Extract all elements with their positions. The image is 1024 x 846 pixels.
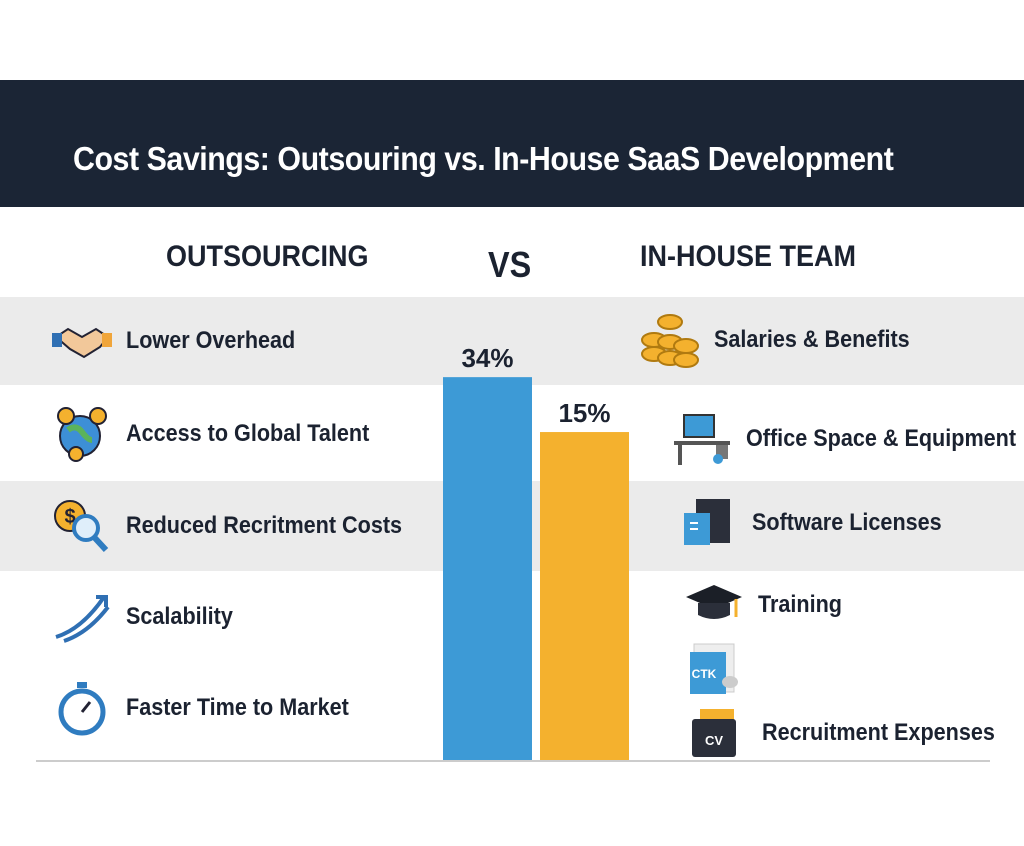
bar-data-label: 34% (461, 343, 513, 373)
item-label: Office Space & Equipment (746, 425, 1017, 452)
page-title: Cost Savings: Outsouring vs. In-House Sa… (73, 140, 894, 177)
item-label: Recruitment Expenses (762, 719, 995, 746)
stopwatch-icon (52, 680, 112, 736)
coin-stacks-icon (640, 312, 700, 368)
item-label: Software Licenses (752, 509, 942, 536)
baseline (36, 760, 990, 762)
cv-document-icon: CTK (686, 642, 746, 698)
outsourcing-item: $ Reduced Recritment Costs (52, 498, 433, 554)
outsourcing-item: Access to Global Talent (52, 406, 396, 462)
inhouse-heading: IN-HOUSE TEAM (640, 240, 856, 273)
item-label: Reduced Recritment Costs (126, 512, 403, 539)
bar-0 (443, 377, 532, 760)
globe-coins-icon (52, 406, 112, 462)
desk-computer-icon (672, 411, 732, 467)
item-label: Scalability (126, 603, 233, 630)
item-label: Training (758, 591, 843, 618)
inhouse-item: Training (684, 577, 851, 633)
outsourcing-heading: OUTSOURCING (166, 240, 369, 273)
vs-label: VS (488, 244, 532, 285)
inhouse-item: CV Recruitment Expenses (688, 705, 1021, 761)
server-icon (678, 495, 738, 551)
outsourcing-item: Scalability (52, 589, 245, 645)
item-label: Lower Overhead (126, 327, 296, 354)
cv-folder-icon: CV (688, 705, 748, 761)
svg-text:$: $ (64, 506, 75, 528)
inhouse-item: CTK (686, 642, 760, 698)
svg-text:CV: CV (705, 733, 723, 748)
outsourcing-item: Lower Overhead (52, 313, 314, 369)
outsourcing-item: Faster Time to Market (52, 680, 374, 736)
bar-data-label: 15% (558, 398, 610, 428)
item-label: Access to Global Talent (126, 420, 370, 447)
title-banner (0, 80, 1024, 207)
item-label: Faster Time to Market (126, 694, 349, 721)
item-label: Salaries & Benefits (714, 326, 910, 353)
handshake-icon (52, 313, 112, 369)
inhouse-item: Salaries & Benefits (640, 312, 931, 368)
row-band (0, 297, 1024, 385)
inhouse-item: Office Space & Equipment (672, 411, 1024, 467)
coin-magnifier-icon: $ (52, 498, 112, 554)
svg-text:CTK: CTK (692, 667, 717, 681)
bar-1 (540, 432, 629, 760)
inhouse-item: Software Licenses (678, 495, 963, 551)
graduation-cap-icon (684, 577, 744, 633)
trend-arrows-icon (52, 589, 112, 645)
